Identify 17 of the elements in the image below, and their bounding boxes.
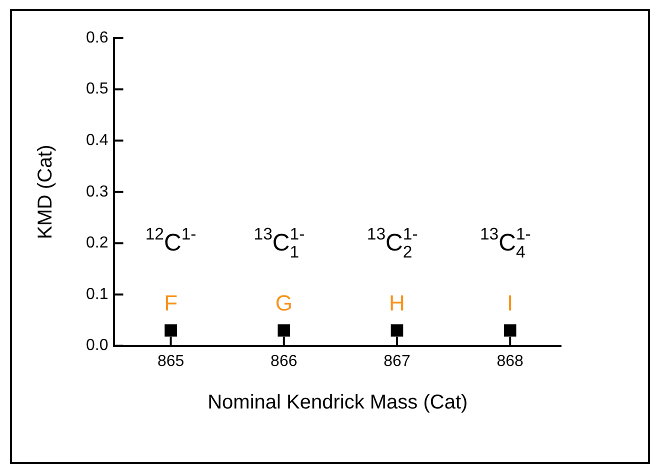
y-tick-label: 0.6 (86, 29, 108, 46)
annotation: I (507, 290, 514, 316)
y-tick-label: 0.4 (86, 132, 108, 150)
x-tick-label: 865 (157, 352, 184, 370)
x-tick-label: 868 (496, 352, 524, 370)
y-tick-label: 0.1 (86, 286, 108, 303)
annotation: F (164, 290, 178, 316)
annotation: G (275, 290, 292, 316)
y-tick-label: 0.2 (86, 234, 108, 252)
x-axis-title: Nominal Kendrick Mass (Cat) (208, 392, 468, 414)
y-tick-label: 0.0 (86, 337, 108, 354)
annotation: H (389, 290, 405, 316)
x-tick-label: 866 (270, 352, 298, 370)
x-tick-label: 867 (384, 352, 410, 370)
y-tick-label: 0.3 (86, 183, 108, 200)
y-tick-label: 0.5 (86, 80, 108, 98)
y-axis-title: KMD (Cat) (34, 144, 57, 240)
